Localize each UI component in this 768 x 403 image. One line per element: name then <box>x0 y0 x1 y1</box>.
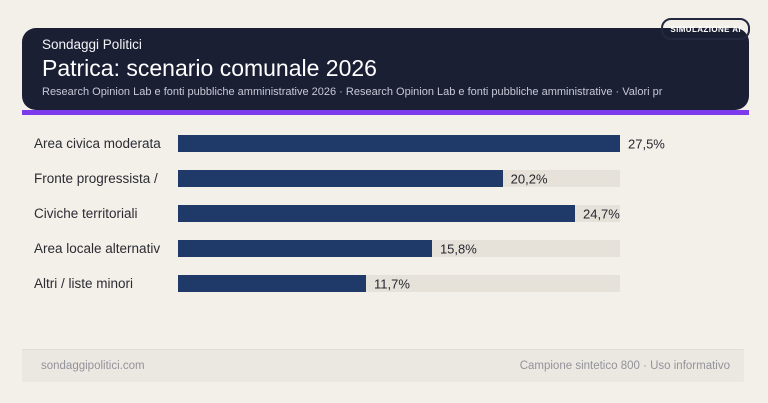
chart-row: Civiche territoriali 24,7% <box>34 205 744 222</box>
category-label: Fronte progressista / <box>34 171 158 186</box>
value-label: 11,7% <box>374 276 410 291</box>
footer-site-text: sondaggipolitici.com <box>41 360 145 372</box>
bar-fill <box>178 170 503 187</box>
value-label: 27,5% <box>628 136 665 151</box>
chart-row: Area civica moderata 27,5% <box>34 135 744 152</box>
page-title: Patrica: scenario comunale 2026 <box>42 55 377 81</box>
bar-track: 20,2% <box>178 170 620 187</box>
bar-track: 24,7% <box>178 205 620 222</box>
bar-track: 15,8% <box>178 240 620 257</box>
footer: sondaggipolitici.com Campione sintetico … <box>22 349 744 382</box>
chart-row: Fronte progressista / 20,2% <box>34 170 744 187</box>
simulation-badge: SIMULAZIONE AI <box>661 18 750 40</box>
bar-chart: Area civica moderata 27,5% Fronte progre… <box>34 135 744 310</box>
bar-fill <box>178 275 367 292</box>
value-label: 15,8% <box>439 241 477 256</box>
chart-row: Altri / liste minori 11,7% <box>34 275 744 292</box>
chart-row: Area locale alternativ 15,8% <box>34 240 744 257</box>
value-label: 24,7% <box>582 206 620 221</box>
category-label: Area civica moderata <box>34 136 161 151</box>
category-label: Area locale alternativ <box>34 241 161 256</box>
bar-track: 11,7% <box>178 275 620 292</box>
bar-fill <box>178 240 432 257</box>
bar-track: 27,5% <box>178 135 665 152</box>
footer-note-text: Campione sintetico 800 · Uso informativo <box>519 360 730 372</box>
bar-fill <box>178 135 620 152</box>
header-subtitle: Research Opinion Lab e fonti pubbliche a… <box>42 86 663 98</box>
header-accent-bar <box>22 110 749 115</box>
header-kicker: Sondaggi Politici <box>42 37 142 52</box>
value-label: 20,2% <box>510 171 548 186</box>
category-label: Altri / liste minori <box>34 276 134 291</box>
category-label: Civiche territoriali <box>34 206 138 221</box>
bar-fill <box>178 205 575 222</box>
header-card: Sondaggi Politici Patrica: scenario comu… <box>22 28 749 110</box>
